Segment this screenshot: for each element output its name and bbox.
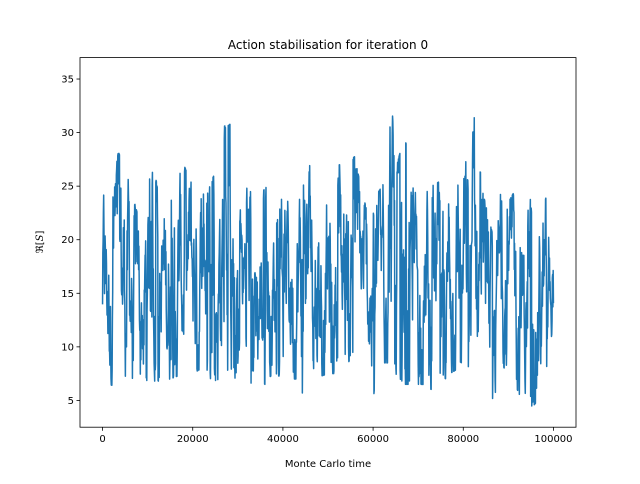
- x-ticks: 0 20000 40000 60000 80000 100000: [99, 427, 573, 445]
- y-tick-label: 20: [61, 235, 74, 246]
- y-tick-label: 5: [68, 396, 74, 407]
- series-layer: [101, 115, 555, 407]
- x-tick-label: 60000: [357, 434, 389, 445]
- x-tick-label: 100000: [534, 434, 572, 445]
- y-ticks: 5 10 15 20 25 30 35: [61, 75, 80, 407]
- chart-title: Action stabilisation for iteration 0: [228, 38, 428, 52]
- y-axis-label-var: S: [35, 234, 46, 241]
- y-axis-label-prefix: ℜ[: [35, 241, 46, 253]
- x-tick-label: 0: [99, 434, 105, 445]
- x-axis-label: Monte Carlo time: [285, 459, 371, 470]
- y-tick-label: 35: [61, 75, 74, 86]
- axes-frame: [79, 57, 577, 428]
- y-tick-label: 15: [61, 289, 74, 300]
- y-tick-label: 10: [61, 342, 74, 353]
- y-tick-label: 25: [61, 182, 74, 193]
- x-tick-label: 40000: [267, 434, 299, 445]
- series-line: [101, 115, 555, 407]
- y-axis-label-suffix: ]: [35, 231, 46, 235]
- y-axis-label: ℜ[S]: [35, 231, 46, 254]
- y-tick-label: 30: [61, 128, 74, 139]
- x-tick-label: 20000: [177, 434, 209, 445]
- x-tick-label: 80000: [447, 434, 479, 445]
